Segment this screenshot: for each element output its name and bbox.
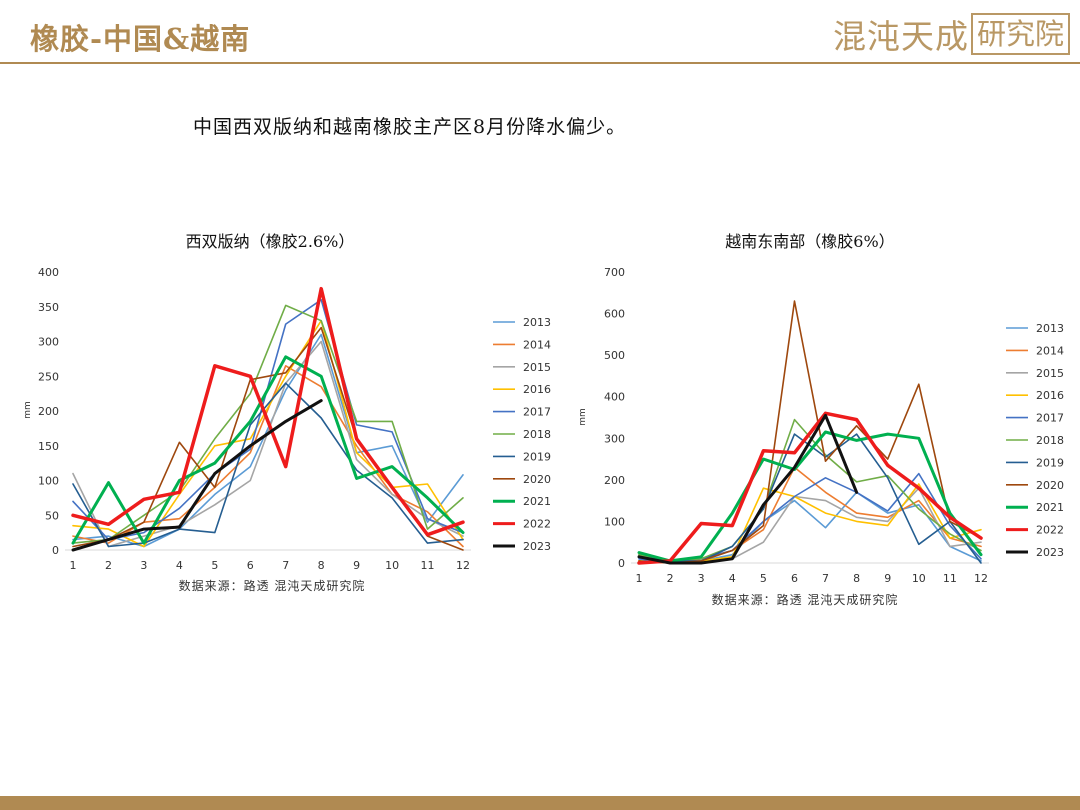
- x-tick-label: 6: [791, 572, 798, 585]
- data-source-note: 数据来源：路透 混沌天成研究院: [179, 578, 366, 593]
- x-tick-label: 7: [822, 572, 829, 585]
- x-tick-label: 2: [105, 559, 112, 572]
- legend-label-2018: 2018: [1036, 434, 1064, 447]
- legend-label-2015: 2015: [523, 361, 551, 374]
- y-axis-label: mm: [578, 408, 588, 426]
- legend-label-2023: 2023: [1036, 546, 1064, 559]
- legend-label-2022: 2022: [523, 518, 551, 531]
- y-tick-label: 300: [38, 336, 59, 349]
- chart-title: 越南东南部（橡胶6%）: [725, 232, 894, 251]
- legend-label-2020: 2020: [523, 473, 551, 486]
- series-line-2013: [72, 333, 464, 548]
- y-tick-label: 700: [604, 266, 625, 279]
- legend-label-2015: 2015: [1036, 367, 1064, 380]
- legend-label-2019: 2019: [1036, 456, 1064, 469]
- x-tick-label: 10: [385, 559, 399, 572]
- legend-label-2021: 2021: [1036, 501, 1064, 514]
- x-tick-label: 4: [176, 559, 183, 572]
- series-line-2015: [72, 340, 464, 548]
- legend-label-2023: 2023: [523, 540, 551, 553]
- x-tick-label: 4: [729, 572, 736, 585]
- x-tick-label: 8: [318, 559, 325, 572]
- series-line-2022: [637, 411, 983, 565]
- legend-label-2017: 2017: [523, 406, 551, 419]
- x-tick-label: 8: [853, 572, 860, 585]
- legend-label-2016: 2016: [523, 383, 551, 396]
- series-line-2021: [637, 430, 983, 563]
- y-tick-label: 150: [38, 440, 59, 453]
- x-tick-label: 12: [456, 559, 470, 572]
- series-line-2018: [72, 304, 464, 544]
- x-tick-label: 5: [760, 572, 767, 585]
- x-tick-label: 3: [140, 559, 147, 572]
- y-tick-label: 600: [604, 308, 625, 321]
- x-tick-label: 2: [667, 572, 674, 585]
- series-line-2016: [638, 483, 982, 564]
- legend-label-2020: 2020: [1036, 479, 1064, 492]
- x-tick-label: 7: [282, 559, 289, 572]
- series-line-2020: [638, 300, 982, 564]
- legend-label-2014: 2014: [523, 338, 551, 351]
- x-tick-label: 11: [943, 572, 957, 585]
- y-tick-label: 250: [38, 370, 59, 383]
- series-line-2020: [72, 326, 464, 551]
- x-tick-label: 1: [70, 559, 77, 572]
- y-tick-label: 300: [604, 432, 625, 445]
- logo-main-text: 混沌天成: [832, 17, 969, 56]
- page-title: 橡胶-中国&越南: [30, 22, 251, 56]
- company-logo: 混沌天成 研究院: [833, 12, 1070, 56]
- x-tick-label: 12: [974, 572, 988, 585]
- legend-label-2021: 2021: [523, 495, 551, 508]
- x-tick-label: 9: [884, 572, 891, 585]
- legend-label-2017: 2017: [1036, 412, 1064, 425]
- y-tick-label: 0: [52, 544, 59, 557]
- y-tick-label: 500: [604, 349, 625, 362]
- legend-label-2013: 2013: [523, 316, 551, 329]
- y-tick-label: 0: [618, 557, 625, 570]
- data-source-note: 数据来源：路透 混沌天成研究院: [712, 592, 899, 607]
- x-tick-label: 3: [698, 572, 705, 585]
- chart-title: 西双版纳（橡胶2.6%）: [186, 232, 355, 251]
- y-tick-label: 400: [38, 266, 59, 279]
- logo-box-text: 研究院: [970, 13, 1070, 55]
- legend-label-2019: 2019: [523, 450, 551, 463]
- y-tick-label: 200: [38, 405, 59, 418]
- legend-label-2016: 2016: [1036, 389, 1064, 402]
- x-tick-label: 1: [636, 572, 643, 585]
- y-tick-label: 100: [604, 515, 625, 528]
- y-tick-label: 100: [38, 475, 59, 488]
- series-line-2022: [71, 286, 465, 537]
- y-tick-label: 50: [45, 509, 59, 522]
- x-tick-label: 6: [247, 559, 254, 572]
- series-line-2021: [71, 355, 465, 545]
- footer-bar: [0, 796, 1080, 810]
- x-tick-label: 5: [211, 559, 218, 572]
- y-tick-label: 200: [604, 474, 625, 487]
- slide-subtitle: 中国西双版纳和越南橡胶主产区8月份降水偏少。: [193, 116, 627, 138]
- x-tick-label: 11: [421, 559, 435, 572]
- series-line-2018: [638, 418, 982, 562]
- legend-label-2014: 2014: [1036, 344, 1064, 357]
- y-tick-label: 350: [38, 301, 59, 314]
- series-line-2023: [637, 413, 859, 565]
- y-axis-label: mm: [23, 401, 33, 419]
- series-line-2019: [72, 382, 464, 548]
- x-tick-label: 9: [353, 559, 360, 572]
- header-divider: [0, 62, 1080, 64]
- legend-label-2022: 2022: [1036, 524, 1064, 537]
- series-line-2023: [71, 399, 323, 552]
- legend-label-2013: 2013: [1036, 322, 1064, 335]
- x-tick-label: 10: [912, 572, 926, 585]
- y-tick-label: 400: [604, 391, 625, 404]
- legend-label-2018: 2018: [523, 428, 551, 441]
